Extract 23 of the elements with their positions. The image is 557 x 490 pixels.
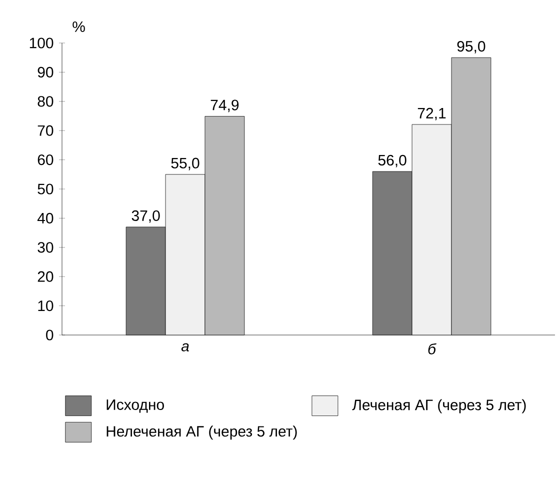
y-tick-label: 60 xyxy=(38,154,54,166)
y-tick-label: 50 xyxy=(38,184,54,194)
data-label: 72,1 xyxy=(418,108,446,120)
y-tick-label: 80 xyxy=(38,96,54,107)
y-tick-label: 40 xyxy=(37,212,54,224)
y-tick-label: 100 xyxy=(30,38,54,48)
y-tick-label: 10 xyxy=(38,300,54,312)
legend-label: Исходно xyxy=(106,400,164,413)
data-label: 56,0 xyxy=(378,154,406,168)
y-tick-label: 30 xyxy=(38,242,54,253)
data-label: 55,0 xyxy=(171,158,200,170)
data-label: 37,0 xyxy=(132,210,160,223)
legend-label: Леченая АГ (через 5 лет) xyxy=(352,399,526,414)
x-tick-label: б xyxy=(428,343,436,354)
legend-label: Нелеченая АГ (через 5 лет) xyxy=(106,426,297,440)
y-tick-label: 0 xyxy=(46,330,54,340)
y-axis-title: % xyxy=(72,21,85,32)
y-tick-label: 90 xyxy=(38,66,54,78)
y-tick-label: 70 xyxy=(38,125,54,136)
y-tick-label: 20 xyxy=(38,271,54,282)
data-label: 74,9 xyxy=(210,100,239,112)
x-tick-label: а xyxy=(181,343,189,352)
data-label: 95,0 xyxy=(457,41,486,54)
